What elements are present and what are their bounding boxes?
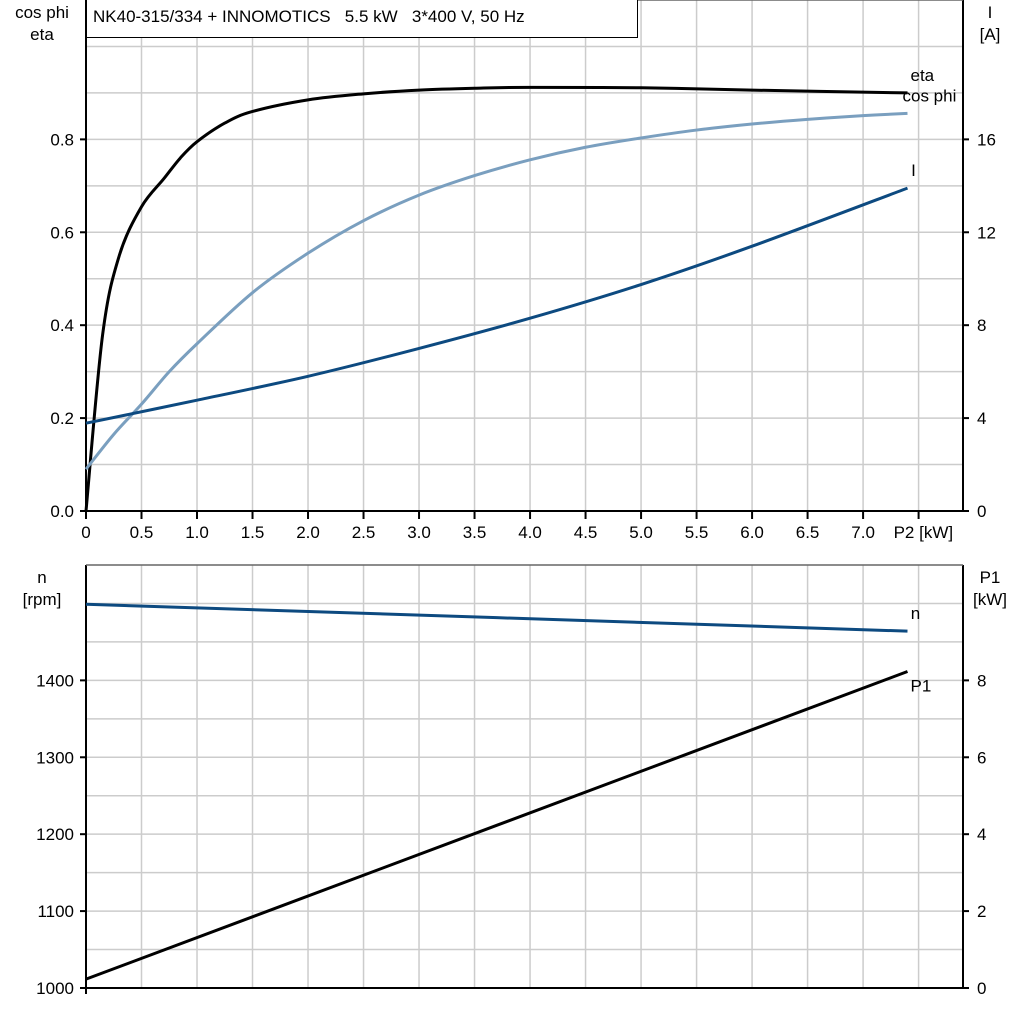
series-label-P1: P1 bbox=[910, 677, 931, 696]
x-tick-label: 1.5 bbox=[241, 523, 265, 542]
y-left-axis-label: [rpm] bbox=[23, 590, 62, 609]
x-tick-label: 6.0 bbox=[740, 523, 764, 542]
series-label-eta: eta bbox=[910, 66, 934, 85]
x-tick-label: 0 bbox=[81, 523, 90, 542]
series-line-eta bbox=[84, 85, 908, 512]
y-left-tick-label: 1200 bbox=[36, 825, 74, 844]
y-right-tick-label: 8 bbox=[977, 671, 986, 690]
x-tick-label: 7.0 bbox=[851, 523, 875, 542]
x-tick-label: 3.5 bbox=[463, 523, 487, 542]
y-right-tick-label: 6 bbox=[977, 748, 986, 767]
x-tick-label: 4.5 bbox=[574, 523, 598, 542]
y-left-axis-label: cos phi bbox=[15, 3, 69, 22]
series-line-n bbox=[85, 602, 908, 633]
y-right-tick-label: 8 bbox=[977, 316, 986, 335]
y-right-axis-label: I bbox=[988, 3, 993, 22]
y-right-axis-label: [kW] bbox=[973, 590, 1007, 609]
chart-title: NK40-315/334 + INNOMOTICS 5.5 kW 3*400 V… bbox=[86, 0, 638, 38]
x-tick-label: 2.5 bbox=[352, 523, 376, 542]
y-right-tick-label: 2 bbox=[977, 902, 986, 921]
y-left-tick-label: 0.0 bbox=[50, 502, 74, 521]
y-left-axis-label: eta bbox=[30, 25, 54, 44]
y-left-tick-label: 1000 bbox=[36, 979, 74, 998]
y-left-tick-label: 0.6 bbox=[50, 223, 74, 242]
y-right-axis-label: P1 bbox=[980, 568, 1001, 587]
x-tick-label: 3.0 bbox=[407, 523, 431, 542]
y-right-tick-label: 4 bbox=[977, 825, 986, 844]
series-label-I: I bbox=[911, 161, 916, 180]
series-line-P1 bbox=[85, 670, 909, 981]
y-right-tick-label: 0 bbox=[977, 502, 986, 521]
y-left-tick-label: 1300 bbox=[36, 748, 74, 767]
y-left-tick-label: 1100 bbox=[37, 902, 74, 921]
y-right-axis-label: [A] bbox=[980, 25, 1001, 44]
x-tick-label: 5.0 bbox=[629, 523, 653, 542]
y-left-tick-label: 0.4 bbox=[50, 316, 74, 335]
series-line-I bbox=[85, 186, 909, 425]
x-axis-label: P2 [kW] bbox=[894, 523, 954, 542]
y-left-tick-label: 0.2 bbox=[50, 409, 74, 428]
y-right-tick-label: 0 bbox=[977, 979, 986, 998]
x-tick-label: 5.5 bbox=[685, 523, 709, 542]
series-line-cos-phi bbox=[84, 111, 908, 471]
y-left-axis-label: n bbox=[37, 568, 46, 587]
series-label-cos-phi: cos phi bbox=[902, 86, 956, 105]
series-label-n: n bbox=[911, 604, 920, 623]
y-right-tick-label: 4 bbox=[977, 409, 986, 428]
x-tick-label: 6.5 bbox=[796, 523, 820, 542]
x-tick-label: 4.0 bbox=[518, 523, 542, 542]
y-left-tick-label: 0.8 bbox=[50, 130, 74, 149]
y-right-tick-label: 16 bbox=[977, 130, 996, 149]
y-right-tick-label: 12 bbox=[977, 223, 996, 242]
x-tick-label: 1.0 bbox=[185, 523, 209, 542]
y-left-tick-label: 1400 bbox=[36, 671, 74, 690]
x-tick-label: 2.0 bbox=[296, 523, 320, 542]
x-tick-label: 0.5 bbox=[130, 523, 154, 542]
